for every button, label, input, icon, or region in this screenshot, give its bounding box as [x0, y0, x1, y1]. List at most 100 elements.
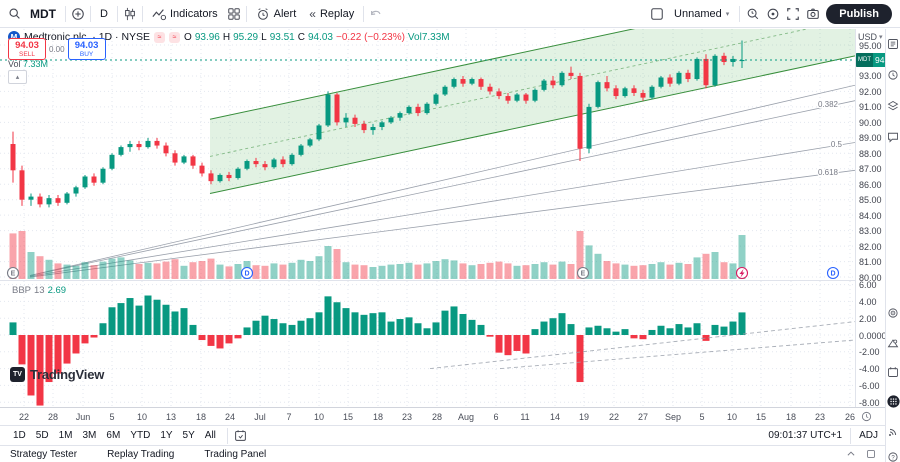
event-marker[interactable] [735, 266, 749, 280]
replay-button[interactable]: « Replay [309, 6, 355, 21]
symbol-search-button[interactable]: MDT [30, 6, 56, 21]
candle [217, 174, 223, 182]
layout-icon[interactable] [650, 7, 664, 21]
tab-strategy-tester[interactable]: Strategy Tester [10, 448, 78, 460]
bbp-axis-label: 2.00 [859, 313, 877, 324]
time-axis-label: Jun [75, 412, 91, 422]
tradingview-logo-icon: TV [10, 367, 25, 382]
alerts-clock-icon[interactable] [886, 68, 900, 82]
dividend-marker[interactable]: D [240, 266, 254, 280]
range-button-6m[interactable]: 6M [106, 430, 121, 441]
adjust-data-toggle[interactable]: ADJ [859, 430, 878, 441]
tag-symbol: MDT [856, 53, 873, 67]
tab-trading-panel[interactable]: Trading Panel [204, 448, 267, 460]
collapse-legend-button[interactable]: ▴ [8, 70, 27, 84]
target-icon[interactable] [886, 306, 900, 320]
object-tree-icon[interactable] [886, 99, 900, 113]
candle [316, 125, 322, 140]
watchlist-icon[interactable] [886, 37, 900, 51]
candle [55, 198, 61, 203]
time-axis-label: 11 [520, 412, 530, 422]
clock-display[interactable]: 09:01:37 UTC+1 [768, 430, 843, 441]
publish-button[interactable]: Publish [826, 3, 892, 24]
chat-icon[interactable] [886, 130, 900, 144]
range-button-3m[interactable]: 3M [82, 430, 97, 441]
range-button-1m[interactable]: 1M [58, 430, 73, 441]
candle [739, 60, 745, 62]
bbp-legend[interactable]: BBP 13 2.69 [12, 285, 67, 296]
candle [262, 164, 268, 168]
time-axis[interactable]: 22 28 Jun 5 10 13 18 24 Jul 7 10 15 18 23 28 Aug 6 11 14 19… [0, 407, 886, 425]
go-to-date-icon[interactable] [234, 429, 247, 442]
svg-text:E: E [11, 271, 16, 278]
layout-name-button[interactable]: Unnamed ▾ [674, 7, 730, 20]
earnings-marker[interactable]: E [6, 266, 20, 280]
legend-series-title[interactable]: Medtronic plc. · 1D · NYSE [24, 31, 151, 43]
price-axis-label: 92.00 [859, 86, 882, 97]
candle [199, 165, 205, 174]
candle [118, 147, 124, 155]
timezone-clock-icon[interactable] [861, 411, 872, 422]
candle [64, 193, 70, 203]
candle [154, 140, 160, 146]
sell-button[interactable]: 94.03 SELL [8, 38, 46, 60]
range-button-1y[interactable]: 1Y [160, 430, 173, 441]
broadcast-icon[interactable] [886, 425, 900, 439]
dividend-marker[interactable]: D [826, 266, 840, 280]
compare-add-icon[interactable] [71, 7, 85, 21]
divider [363, 5, 365, 22]
earnings-marker[interactable]: E [576, 266, 590, 280]
range-button-all[interactable]: All [204, 430, 216, 441]
candle [208, 173, 214, 182]
apps-grid-icon[interactable] [886, 394, 900, 408]
range-button-5y[interactable]: 5Y [182, 430, 195, 441]
chart-settings-icon[interactable] [766, 7, 780, 21]
range-button-5d[interactable]: 5D [35, 430, 49, 441]
buy-button[interactable]: 94.03 BUY [67, 38, 106, 60]
candle [505, 96, 511, 101]
time-axis-label: 5 [109, 412, 115, 422]
bbp-axis-label: -6.00 [859, 380, 880, 391]
legend-flag-icon[interactable]: ≈ [154, 31, 166, 43]
search-icon[interactable] [8, 7, 21, 20]
price-axis-label: 90.00 [859, 117, 882, 128]
candle [136, 144, 142, 148]
chart-area[interactable]: 0.382 0.5 0.618 E D E D USD▾ MDT 94.03 95.00 93… [0, 29, 896, 408]
time-axis-label: 10 [313, 412, 325, 422]
range-button-ytd[interactable]: YTD [130, 430, 151, 441]
candle [145, 140, 151, 148]
help-icon[interactable]: ? [886, 450, 900, 462]
candle [325, 94, 331, 126]
panel-maximize-icon[interactable] [866, 449, 876, 459]
chart-legend[interactable]: M Medtronic plc. · 1D · NYSE ≈ ≈ O 93.96 … [8, 31, 450, 43]
indicator-templates-icon[interactable] [227, 7, 241, 21]
undo-icon[interactable] [369, 7, 383, 21]
candle [532, 89, 538, 101]
chart-canvas[interactable]: 0.382 0.5 0.618 E D E D [0, 29, 855, 407]
price-axis[interactable]: USD▾ MDT 94.03 95.00 93.00 92.00 91.00 90.00… [855, 29, 896, 408]
snapshot-camera-icon[interactable] [806, 7, 820, 21]
calendar-icon[interactable] [886, 365, 900, 379]
quick-search-icon[interactable] [746, 7, 760, 21]
candle [478, 79, 484, 87]
candle [631, 88, 637, 93]
alert-button[interactable]: Alert [252, 5, 301, 23]
indicators-button[interactable]: Indicators [148, 5, 222, 23]
bbp-trendline[interactable] [499, 338, 855, 370]
legend-status-icon[interactable]: ≈ [169, 31, 181, 43]
time-axis-label: 24 [224, 412, 236, 422]
fib-trend-lines[interactable]: 0.382 0.5 0.618 [29, 84, 855, 278]
time-axis-label: 26 [844, 412, 856, 422]
range-button-1d[interactable]: 1D [13, 430, 26, 441]
interval-button[interactable]: D [100, 7, 108, 20]
chart-type-candles-icon[interactable] [123, 7, 137, 21]
tab-replay-trading[interactable]: Replay Trading [107, 448, 175, 460]
last-price-tag[interactable]: MDT 94.03 [856, 53, 896, 67]
fullscreen-icon[interactable] [786, 7, 800, 21]
volume-legend[interactable]: Vol 7.33M [8, 59, 49, 69]
bbp-axis-label: 4.00 [859, 296, 877, 307]
bbp-axis-label: 6.00 [859, 280, 877, 291]
ideas-icon[interactable] [886, 336, 900, 350]
currency-selector[interactable]: USD ▾ [858, 32, 883, 42]
panel-collapse-icon[interactable] [846, 449, 856, 459]
